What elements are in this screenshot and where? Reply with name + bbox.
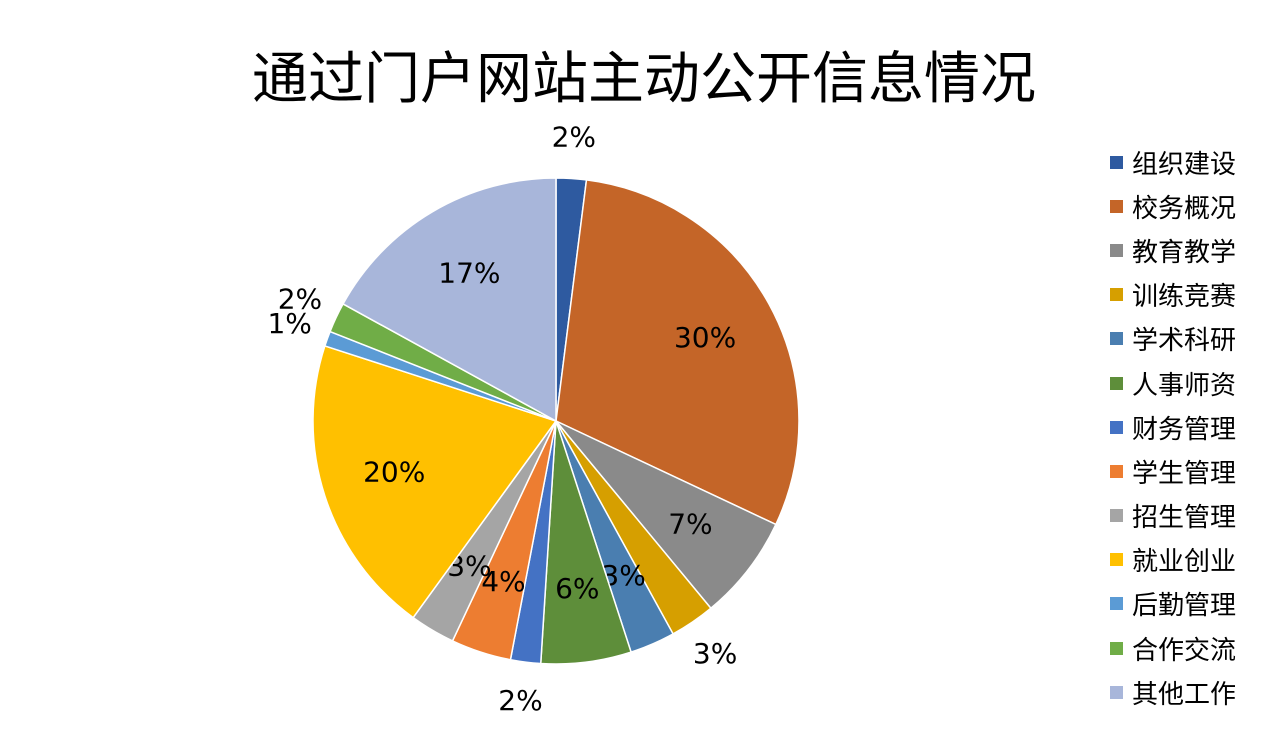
data-label-employment-entrepreneurship: 20% [363,456,425,489]
chart-legend: 组织建设校务概况教育教学训练竞赛学术科研人事师资财务管理学生管理招生管理就业创业… [1110,140,1236,714]
legend-item-other-work: 其他工作 [1110,670,1236,714]
legend-label: 人事师资 [1132,370,1237,401]
legend-label: 学术科研 [1132,326,1237,357]
legend-swatch [1110,685,1123,699]
pie-slice-school-overview [555,179,800,526]
legend-swatch [1110,332,1123,346]
data-label-personnel-faculty: 6% [555,572,599,605]
legend-label: 教育教学 [1132,237,1237,268]
legend-swatch [1110,155,1123,169]
legend-swatch [1110,597,1123,611]
legend-item-employment-entrepreneurship: 就业创业 [1110,538,1236,582]
legend-label: 后勤管理 [1132,591,1237,622]
legend-label: 组织建设 [1132,149,1237,180]
data-label-education-teaching: 7% [668,507,712,540]
legend-label: 其他工作 [1132,679,1237,710]
legend-item-student-management: 学生管理 [1110,449,1236,493]
legend-item-admissions-management: 招生管理 [1110,494,1236,538]
pie-slice-education-teaching [555,420,777,610]
legend-item-education-teaching: 教育教学 [1110,228,1236,272]
legend-item-school-overview: 校务概况 [1110,184,1236,228]
legend-swatch [1110,641,1123,655]
pie-slice-employment-entrepreneurship [312,344,558,619]
legend-label: 校务概况 [1132,193,1237,224]
legend-swatch [1110,464,1123,478]
data-label-training-competition: 3% [693,637,737,670]
legend-swatch [1110,243,1123,257]
legend-swatch [1110,509,1123,523]
legend-swatch [1110,553,1123,567]
legend-item-logistics-management: 后勤管理 [1110,582,1236,626]
legend-item-academic-research: 学术科研 [1110,317,1236,361]
data-label-school-overview: 30% [674,321,736,354]
data-label-logistics-management: 1% [267,307,311,340]
data-label-organization: 2% [552,121,596,154]
legend-item-finance-management: 财务管理 [1110,405,1236,449]
legend-swatch [1110,199,1123,213]
legend-item-cooperation-exchange: 合作交流 [1110,626,1236,670]
data-label-other-work: 17% [438,257,500,290]
legend-item-organization: 组织建设 [1110,140,1236,184]
legend-item-personnel-faculty: 人事师资 [1110,361,1236,405]
legend-item-training-competition: 训练竞赛 [1110,273,1236,317]
legend-swatch [1110,288,1123,302]
legend-swatch [1110,376,1123,390]
legend-label: 训练竞赛 [1132,282,1237,313]
legend-label: 财务管理 [1132,414,1237,445]
legend-label: 就业创业 [1132,547,1237,578]
data-label-student-management: 4% [481,565,525,598]
legend-label: 学生管理 [1132,458,1237,489]
data-label-finance-management: 2% [498,684,542,717]
pie-slice-other-work [342,177,557,423]
legend-swatch [1110,420,1123,434]
data-label-cooperation-exchange: 2% [278,283,322,316]
chart-title: 通过门户网站主动公开信息情况 [252,47,1036,112]
legend-label: 招生管理 [1132,503,1237,534]
legend-label: 合作交流 [1132,635,1237,666]
